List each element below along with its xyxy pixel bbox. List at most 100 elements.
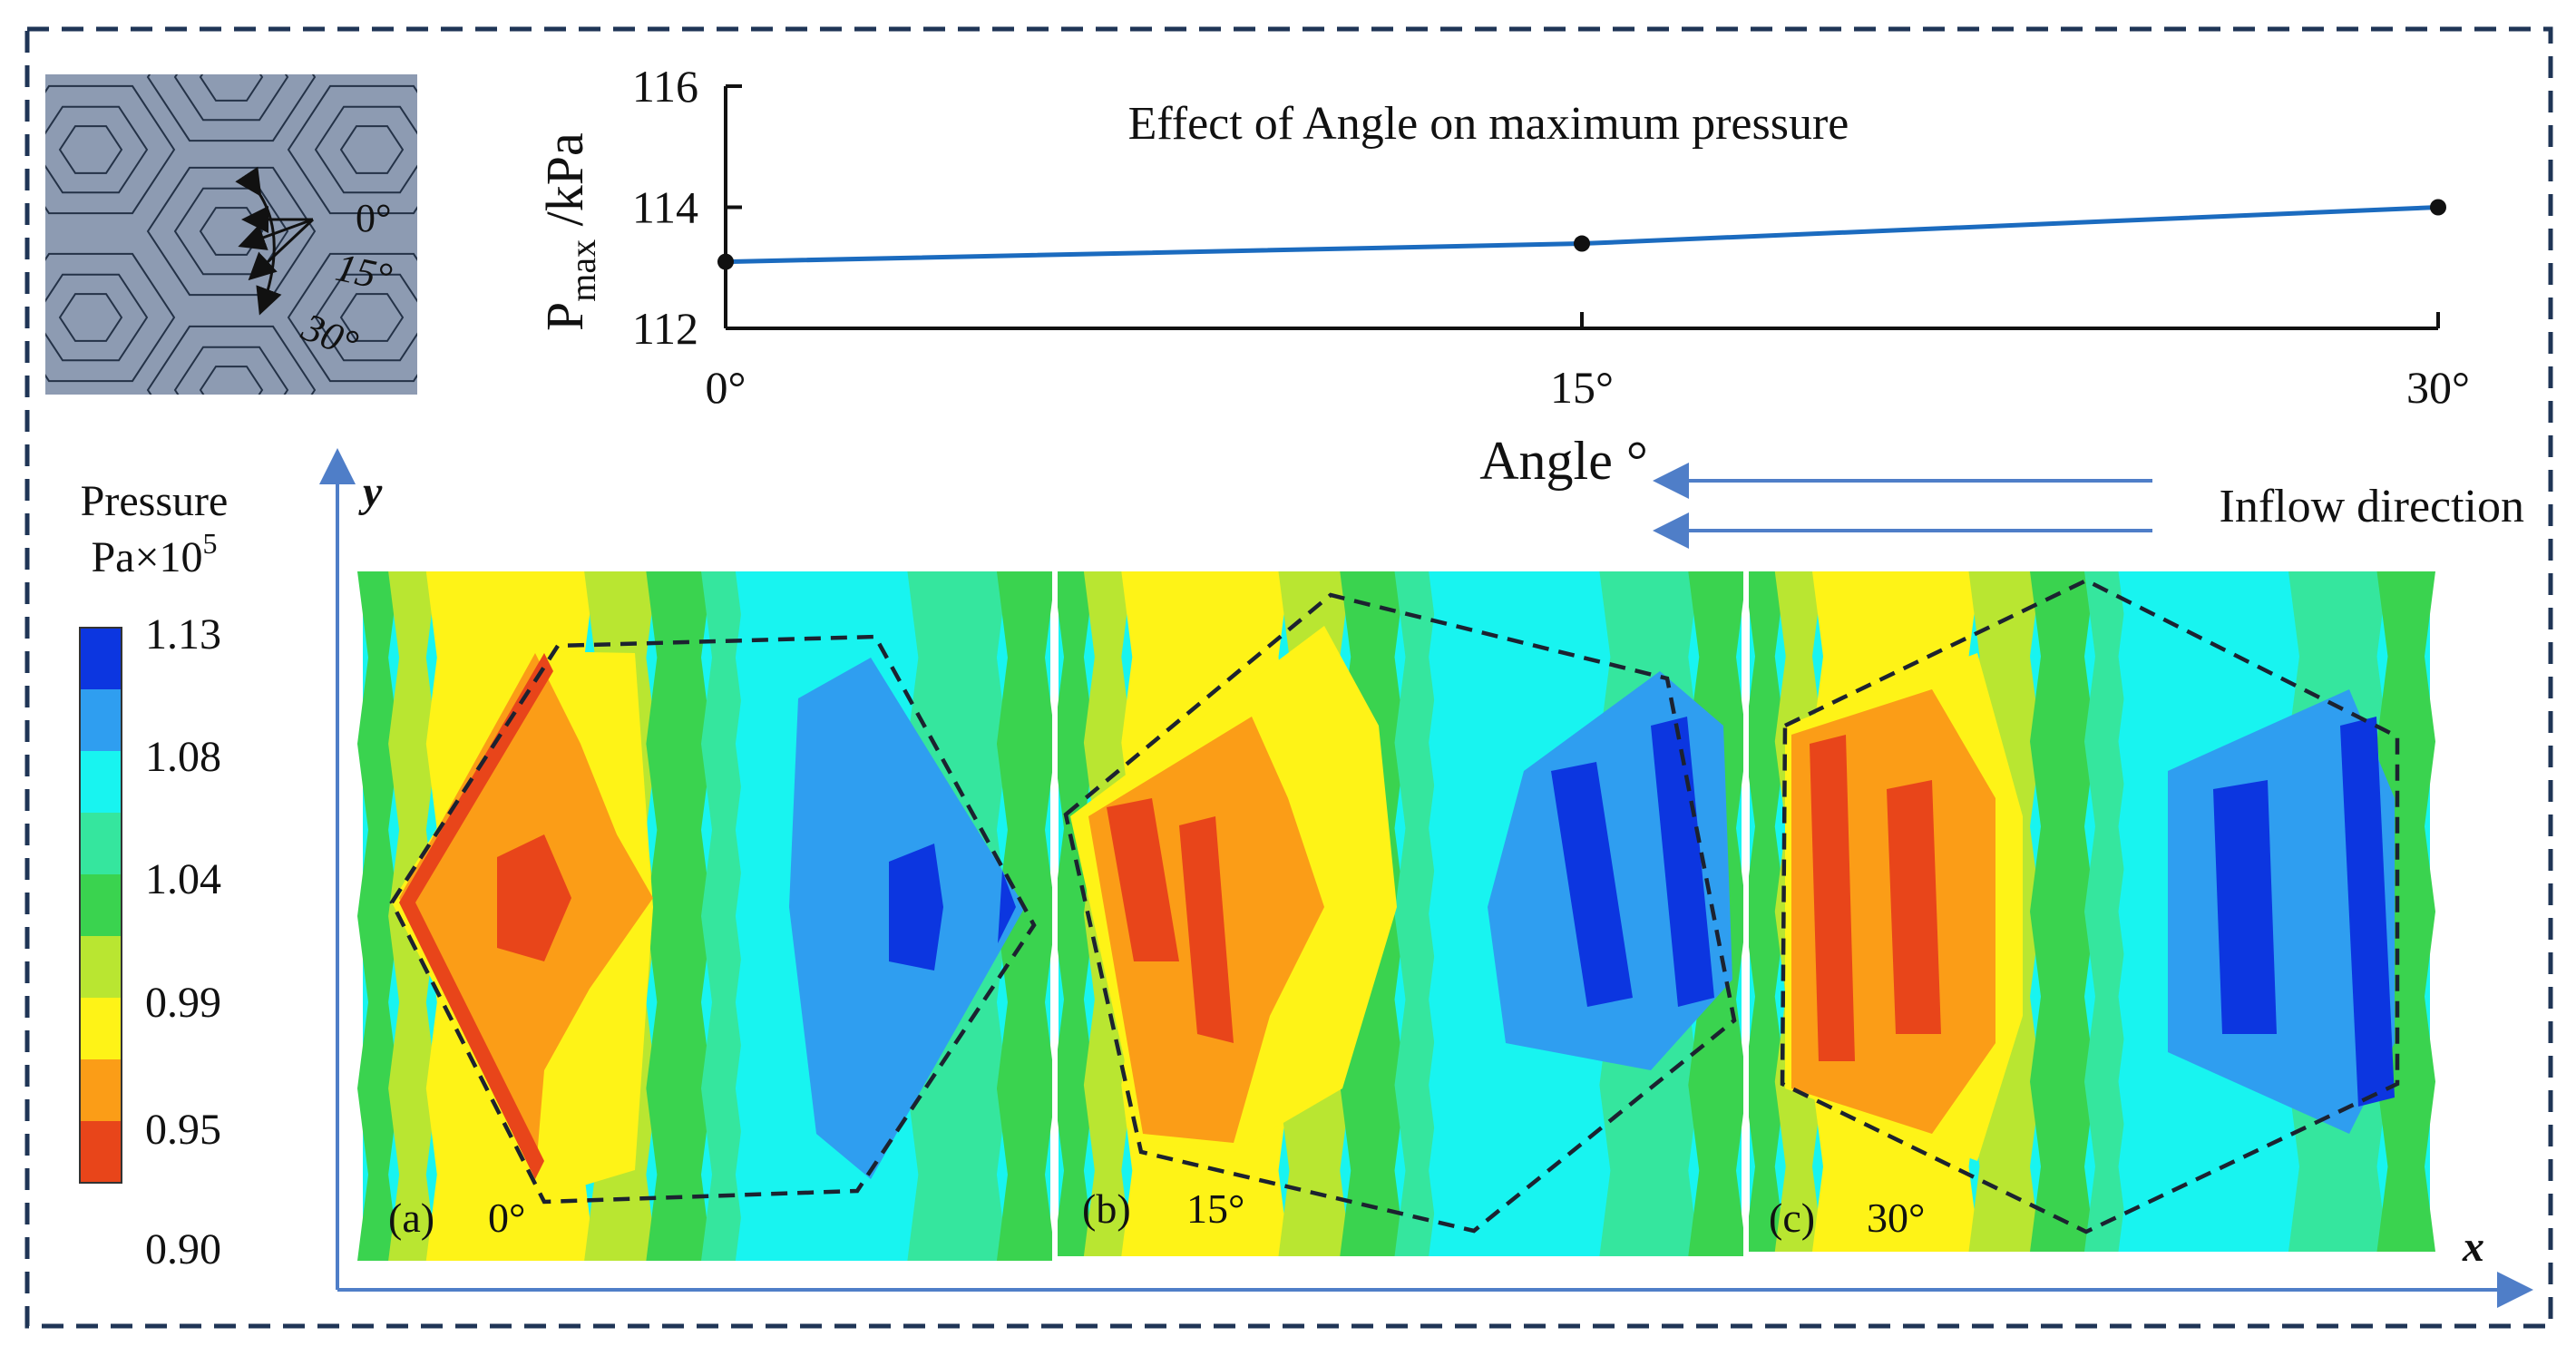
legend-block	[80, 936, 122, 998]
hexagon-outline	[339, 293, 405, 342]
legend-tick-labels: 1.13 1.08 1.04 0.99 0.95 0.90	[145, 610, 221, 1273]
legend-color-blocks	[79, 627, 122, 1184]
legend-tick-label: 0.95	[145, 1106, 221, 1154]
hexagon-outline	[45, 105, 149, 194]
contour-band	[996, 571, 1056, 1261]
panel-b-contours	[1053, 571, 1747, 1256]
hexagon-outline	[314, 273, 417, 362]
data-point-30°	[2430, 199, 2446, 216]
contour-red	[1810, 735, 1855, 1061]
y-tick-label: 116	[632, 61, 698, 112]
legend-tick-label: 0.99	[145, 979, 221, 1027]
y-axis-title: Pmax /kPa	[535, 132, 603, 331]
legend-block	[80, 751, 122, 813]
hexagon-outline	[389, 634, 1037, 1205]
contour-red-2	[1179, 816, 1234, 1043]
hexagon-outline	[314, 105, 417, 194]
angle-indicator	[235, 166, 315, 316]
contour-dark-blue-2	[1651, 717, 1714, 1007]
contour-dark-blue	[889, 844, 943, 971]
y-tick-label: 112	[632, 303, 698, 354]
legend-block	[80, 813, 122, 874]
pmax-chart: 116 114 112 0° 15° 30° Effect of Angle on ma…	[535, 61, 2470, 491]
hexagon-outline	[482, 208, 543, 255]
y-ticks: 116 114 112	[632, 61, 742, 354]
panel-separator	[1052, 567, 1058, 1265]
figure-frame	[24, 26, 2553, 1329]
hexagon-outline	[45, 84, 176, 215]
contour-band	[2030, 571, 2095, 1252]
x-tick-label: 30°	[2406, 362, 2470, 413]
x-axis-title: Angle °	[1479, 431, 1648, 491]
panel-b-letter: (b)	[1082, 1185, 1131, 1232]
y-axis-label: y	[358, 468, 383, 516]
panel-b-angle: 15°	[1186, 1185, 1244, 1232]
legend-block	[80, 1121, 122, 1183]
panel-a-angle: 0°	[488, 1195, 525, 1241]
data-point-15°	[1574, 235, 1590, 252]
contour-dark-blue	[2213, 780, 2277, 1034]
legend-block	[80, 874, 122, 936]
hexagon-outline	[1063, 592, 1737, 1234]
legend-block	[80, 628, 122, 689]
pressure-legend: Pressure Pa×105 1.13 1.08 1.04 0.99 0.95 0.90	[79, 477, 229, 1273]
inflow-label: Inflow direction	[2220, 481, 2524, 532]
legend-block	[80, 689, 122, 751]
y-tick-label: 114	[632, 182, 698, 233]
legend-title-unit: Pa×105	[91, 527, 217, 581]
panel-c-letter: (c)	[1769, 1195, 1815, 1241]
inflow-arrows: Inflow direction	[1653, 463, 2524, 549]
data-point-0°	[717, 253, 734, 270]
contour-panel-c: (c) 30°	[1744, 571, 2435, 1252]
angle-label-0: 0°	[356, 196, 392, 240]
hexagon-outline	[1780, 578, 2400, 1234]
contour-panel-a: (a) 0°	[357, 571, 1056, 1261]
contour-dark-blue-2	[2340, 717, 2395, 1107]
contour-dark-blue	[1551, 762, 1633, 1007]
hexagon-outline	[0, 189, 6, 275]
xy-axes: x y	[319, 448, 2533, 1308]
contour-red-2	[1887, 780, 1941, 1034]
contour-dark-blue-edge	[998, 871, 1016, 943]
legend-tick-label: 0.90	[145, 1225, 221, 1273]
panel-a-letter: (a)	[388, 1195, 434, 1241]
panel-c-angle: 30°	[1867, 1195, 1925, 1241]
contour-band	[701, 571, 746, 1261]
legend-tick-label: 1.08	[145, 733, 221, 781]
contour-red	[1107, 798, 1179, 961]
panel-a-contours	[357, 571, 1056, 1261]
x-ticks: 0° 15° 30°	[706, 312, 2470, 413]
series-points	[717, 199, 2446, 270]
contour-band	[646, 571, 712, 1261]
texture-thumbnail: 0° 15° 30°	[0, 74, 543, 395]
contour-panel-b: (b) 15°	[1053, 571, 1747, 1256]
hexagon-outline	[339, 125, 405, 174]
x-tick-label: 0°	[706, 362, 746, 413]
contour-band	[1394, 571, 1440, 1256]
hexagon-outline	[146, 325, 317, 395]
hexagon-outline	[146, 74, 317, 142]
hexagon-outline	[45, 252, 176, 383]
hexagon-outline	[287, 252, 417, 383]
hexagon-outline	[173, 74, 289, 122]
x-tick-label: 15°	[1550, 362, 1614, 413]
legend-tick-label: 1.04	[145, 855, 221, 903]
hexagon-outline	[199, 366, 264, 395]
hexagon-outline	[58, 125, 123, 174]
legend-block	[80, 998, 122, 1059]
legend-title-pressure: Pressure	[81, 477, 229, 525]
x-axis-label: x	[2462, 1223, 2484, 1271]
series-line-pmax	[725, 205, 2439, 265]
hexagon-outline	[287, 84, 417, 215]
chart-title: Effect of Angle on maximum pressure	[1128, 98, 1849, 150]
panel-separator	[1743, 567, 1749, 1265]
panel-c-contours	[1744, 571, 2435, 1252]
hexagon-outline	[58, 293, 123, 342]
legend-tick-label: 1.13	[145, 610, 221, 658]
hexagon-outline	[173, 346, 289, 395]
hexagon-outline	[199, 74, 264, 102]
hexagon-outline	[45, 273, 149, 362]
legend-block	[80, 1059, 122, 1121]
contour-red	[497, 834, 571, 961]
